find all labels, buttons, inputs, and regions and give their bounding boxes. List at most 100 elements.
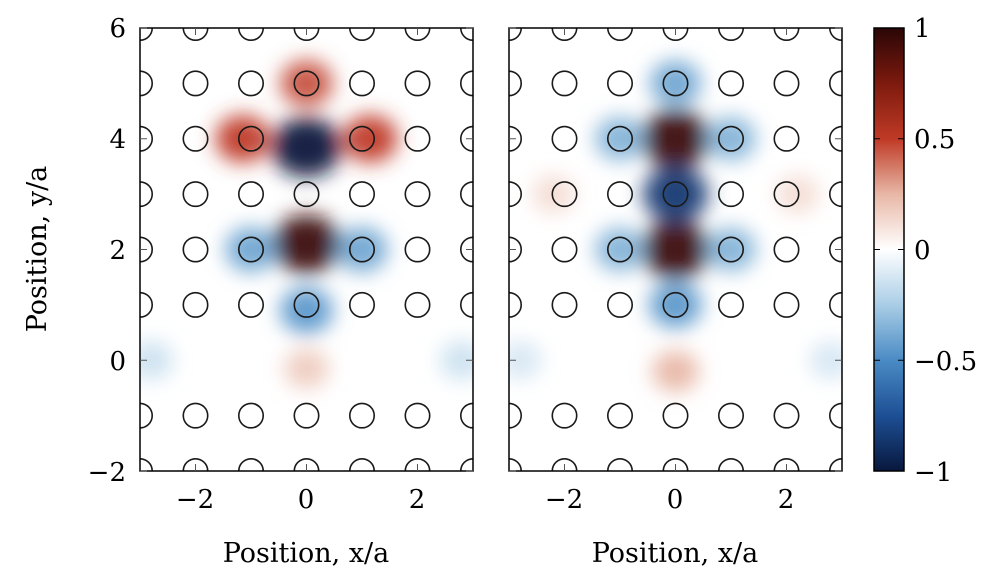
rod-circle	[348, 402, 376, 429]
rod-circle	[662, 291, 689, 318]
rod-circle	[404, 291, 431, 318]
x-tick-label: 2	[409, 485, 426, 515]
rod-circle	[404, 457, 431, 471]
rod-circle	[606, 291, 634, 318]
rod-circle	[182, 402, 209, 429]
x-tick-label: −2	[545, 485, 583, 515]
field-peak-negative	[336, 226, 388, 273]
rod-circle	[459, 402, 473, 429]
rod-circle	[404, 125, 431, 152]
field-peak-positive	[280, 60, 333, 107]
rod-circle	[237, 402, 265, 429]
rod-circle	[293, 70, 320, 97]
field-peak-positive	[532, 174, 575, 214]
rod-circle	[717, 125, 745, 152]
colorbar-tick-labels: 1 0.5 0 −0.5 −1	[914, 14, 977, 488]
field-peak-negative	[440, 340, 473, 380]
rod-circle	[551, 236, 578, 263]
x-tick-label: −2	[176, 485, 214, 515]
rod-circle	[182, 70, 209, 97]
rod-circle	[773, 181, 800, 208]
field-peak-negative	[595, 116, 645, 161]
rod-circle	[662, 402, 689, 429]
left-field-map	[140, 28, 473, 471]
rod-circle	[348, 70, 376, 97]
field-blobs	[509, 60, 842, 393]
field-peak-negative	[706, 116, 756, 161]
rod-circle	[293, 457, 320, 471]
right-panel: −2 0 2 Position, x/a	[508, 27, 843, 569]
rod-circle	[717, 402, 745, 429]
rod-circle	[348, 181, 376, 208]
rod-circle	[348, 291, 376, 318]
rod-circle	[717, 181, 745, 208]
rod-circle	[717, 70, 745, 97]
field-peak-negative	[706, 227, 756, 272]
rod-circle	[662, 181, 689, 208]
y-tick-label: 0	[109, 347, 126, 377]
field-peak-negative	[642, 166, 709, 223]
y-axis-label: Position, y/a	[22, 166, 53, 333]
rod-circle	[237, 457, 265, 471]
rod-circle	[182, 291, 209, 318]
left-y-tick-labels: 6 4 2 0 −2	[88, 14, 126, 488]
rod-circle	[717, 457, 745, 471]
x-tick-label: 0	[667, 485, 684, 515]
rod-circle	[773, 125, 800, 152]
field-peak-positive	[641, 109, 710, 169]
rod-circle	[773, 70, 800, 97]
colorbar-tick-label: −0.5	[914, 347, 977, 377]
rod-circle	[237, 28, 265, 42]
rod-circle	[293, 28, 320, 42]
rod-circle	[606, 236, 634, 263]
field-peak-negative	[649, 281, 702, 329]
left-tick-marks	[140, 27, 473, 472]
rod-circle	[182, 457, 209, 471]
rod-circle	[551, 402, 578, 429]
colorbar-tick-label: −1	[914, 458, 952, 488]
rod-circle	[182, 28, 209, 42]
colorbar-tick-label: 0.5	[914, 125, 955, 155]
rod-circle	[293, 291, 320, 318]
rod-circle	[404, 402, 431, 429]
field-peak-negative	[809, 341, 842, 380]
field-peak-negative	[649, 60, 702, 106]
rod-circle	[773, 28, 800, 42]
rod-circle	[404, 28, 431, 42]
rod-circle	[717, 28, 745, 42]
rod-circle	[662, 70, 689, 97]
rod-circle	[237, 236, 265, 263]
rod-circle	[606, 28, 634, 42]
rod-circle	[404, 70, 431, 97]
rod-circle	[551, 125, 578, 152]
field-peak-positive	[215, 114, 270, 163]
rod-circle	[404, 236, 431, 263]
x-tick-label: 0	[298, 485, 315, 515]
rod-circle	[459, 291, 473, 318]
rod-circle	[237, 125, 265, 152]
field-peak-negative	[140, 340, 173, 380]
rod-circle	[182, 125, 209, 152]
y-tick-label: 6	[109, 14, 126, 44]
field-blobs	[140, 60, 473, 389]
field-peak-positive	[343, 114, 398, 163]
rod-circle	[237, 70, 265, 97]
rod-circle	[182, 236, 209, 263]
left-x-axis-label: Position, x/a	[223, 538, 390, 569]
rod-circle	[551, 291, 578, 318]
rod-circle	[662, 457, 689, 471]
left-panel: 6 4 2 0 −2 −2 0 2 Position, x/a Position…	[22, 14, 474, 569]
field-peak-negative	[225, 226, 277, 273]
y-tick-label: 2	[109, 236, 126, 266]
colorbar-tick-marks	[874, 27, 904, 472]
rod-circle	[717, 291, 745, 318]
rod-circle	[606, 181, 634, 208]
rod-circle	[551, 457, 578, 471]
y-tick-label: −2	[88, 458, 126, 488]
rod-circle	[773, 291, 800, 318]
rod-circle	[182, 181, 209, 208]
field-peak-negative	[509, 341, 542, 380]
colorbar: 1 0.5 0 −0.5 −1	[873, 14, 977, 488]
rod-circle	[348, 457, 376, 471]
rod-circle	[237, 291, 265, 318]
